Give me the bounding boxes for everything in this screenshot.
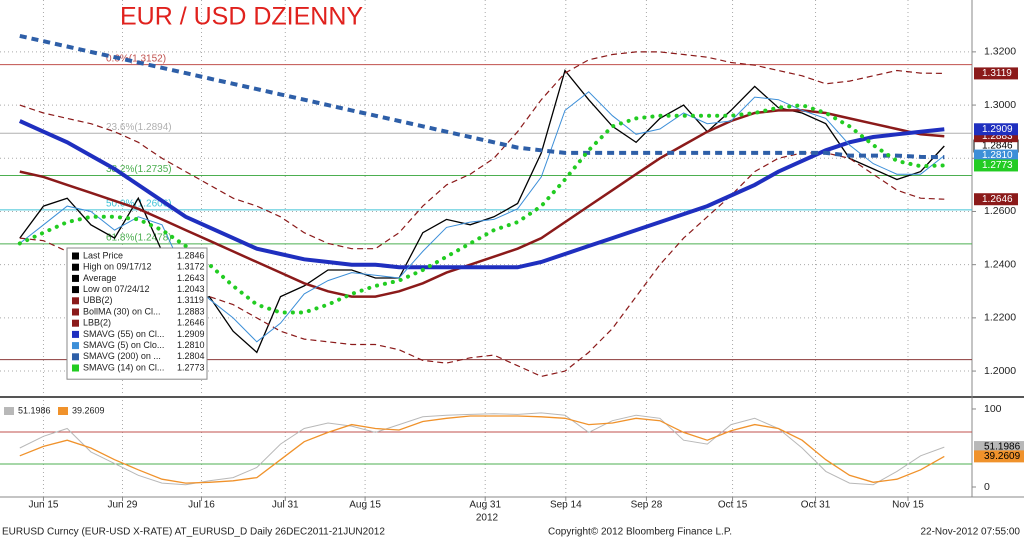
x-tick-label: Sep 28 (631, 500, 663, 511)
value-tag (974, 123, 1018, 136)
legend-box (66, 247, 208, 380)
value-tag (974, 441, 1024, 454)
x-tick-label: Jun 29 (107, 500, 137, 511)
legend-label: SMAVG (55) on Cl... (83, 329, 164, 339)
footer-right: 22-Nov-2012 07:55:00 (920, 527, 1020, 538)
legend-label: 39.2609 (72, 405, 105, 415)
footer-left: EURUSD Curncy (EUR-USD X-RATE) AT_EURUSD… (2, 527, 385, 538)
legend-value: 1.3172 (177, 262, 205, 272)
value-tag-label: 51.1986 (984, 442, 1021, 453)
legend-value: 1.3119 (177, 295, 204, 305)
legend-label: SMAVG (14) on Cl... (83, 362, 164, 372)
chart-title: EUR / USD DZIENNY (120, 3, 363, 31)
series-line (19, 51, 945, 250)
x-tick-label: Jun 15 (28, 500, 58, 511)
value-tag-label: 1.3119 (982, 68, 1012, 79)
legend-swatch (72, 263, 79, 271)
value-tag-label: 1.2810 (982, 150, 1013, 161)
plot: Jun 15 Jun 29 Jul 16 Jul 31 Aug 15 Aug 31 Sep … (0, 0, 1024, 511)
legend-swatch (72, 330, 79, 338)
y-tick-label: 1.2200 (984, 312, 1016, 324)
value-tag-label: 39.2609 (984, 451, 1021, 462)
fib-label: 23.6%(1.2894) (106, 122, 172, 133)
legend-swatch (72, 342, 79, 350)
fib-label: 61.8%(1.2478) (106, 233, 172, 244)
footer-center: Copyright© 2012 Bloomberg Finance L.P. (548, 527, 732, 538)
legend-value: 1.2804 (177, 351, 205, 361)
legend-label: LBB(2) (83, 318, 111, 328)
legend-value: 1.2909 (177, 329, 205, 339)
x-tick-label: Nov 15 (892, 500, 924, 511)
legend-swatch (72, 274, 79, 282)
legend-value: 1.2043 (177, 284, 205, 294)
legend-swatch (72, 252, 79, 260)
legend-swatch (72, 364, 79, 372)
value-tag (974, 193, 1018, 206)
value-tag-label: 1.2646 (982, 194, 1013, 205)
y-tick-label: 100 (984, 403, 1002, 415)
series-line (19, 412, 945, 486)
legend-value: 1.2646 (177, 318, 205, 328)
value-tag (974, 450, 1024, 463)
legend-value: 1.2810 (177, 340, 205, 350)
value-tag (974, 149, 1018, 162)
y-tick-label: 1.2600 (984, 205, 1016, 217)
legend-label: Average (83, 273, 116, 283)
legend-swatch (4, 407, 14, 415)
legend-label: Low on 07/24/12 (83, 284, 150, 294)
legend-value: 1.2883 (177, 306, 205, 316)
legend-label: SMAVG (200) on ... (83, 351, 161, 361)
legend-label: UBB(2) (83, 295, 113, 305)
legend: Last Price 1.2846 High on 09/17/12 1.3172 Av… (66, 247, 208, 380)
fib-label: 38.2%(1.2735) (106, 164, 172, 175)
series-line (19, 415, 945, 484)
legend-swatch (72, 353, 79, 361)
legend-label: High on 09/17/12 (83, 262, 152, 272)
legend-value: 1.2846 (177, 250, 205, 260)
x-tick-label: Aug 31 (469, 500, 501, 511)
y-tick-label: 1.2000 (984, 365, 1016, 377)
x-tick-label: Oct 31 (801, 500, 831, 511)
x-tick-label: Oct 15 (718, 500, 748, 511)
legend-swatch (72, 319, 79, 327)
x-tick-label: Jul 31 (272, 500, 299, 511)
series-line (19, 33, 945, 160)
value-tag (974, 159, 1018, 172)
y-tick-label: 1.2400 (984, 258, 1016, 270)
fib-label: 50.0%(1.2606) (106, 199, 172, 210)
legend-label: 51.1986 (18, 405, 51, 415)
x-tick-label: Sep 14 (550, 500, 582, 511)
series-line (19, 109, 945, 298)
series-line (18, 119, 945, 270)
x-tick-label: Aug 15 (349, 500, 381, 511)
series-line (17, 103, 947, 315)
fib-label: 0.0%(1.3152) (106, 53, 166, 64)
x-tick-label: Jul 16 (188, 500, 215, 511)
value-tag-label: 1.2909 (982, 124, 1013, 135)
y-tick-label: 1.3000 (984, 99, 1016, 111)
legend-label: SMAVG (5) on Clo... (83, 340, 164, 350)
y-tick-label: 0 (984, 481, 990, 493)
y-tick-label: 1.3200 (984, 46, 1016, 58)
year-label: 2012 (476, 513, 499, 524)
legend-value: 1.2773 (177, 362, 205, 372)
legend-swatch (72, 286, 79, 294)
value-tag-label: 1.2883 (982, 131, 1013, 142)
legend-value: 1.2643 (177, 273, 205, 283)
legend-label: BollMA (30) on Cl... (83, 306, 161, 316)
legend-swatch (72, 297, 79, 305)
legend-label: Last Price (83, 250, 123, 260)
legend-swatch (72, 308, 79, 316)
value-tag (974, 67, 1018, 80)
value-tag-label: 1.2846 (982, 141, 1013, 152)
legend-swatch (58, 407, 68, 415)
value-tag-label: 1.2773 (982, 160, 1013, 171)
